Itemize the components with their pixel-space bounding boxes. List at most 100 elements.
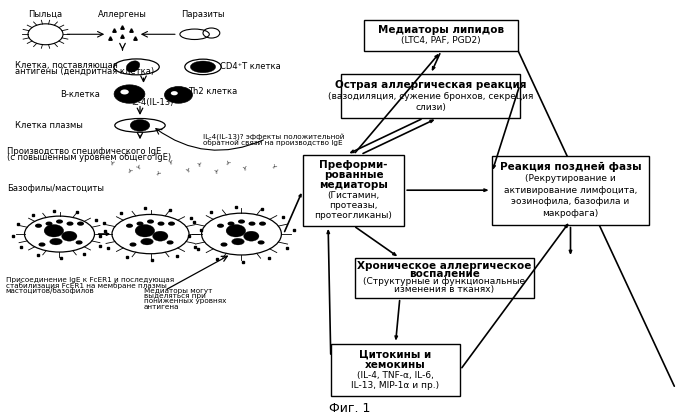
Ellipse shape: [226, 224, 246, 237]
Circle shape: [228, 222, 234, 226]
Circle shape: [238, 219, 245, 224]
Text: Острая аллергическая реакция: Острая аллергическая реакция: [335, 80, 526, 90]
Text: обратной связи на производство IgE: обратной связи на производство IgE: [203, 139, 342, 146]
Text: протеогликаны): протеогликаны): [314, 211, 393, 220]
Text: слизи): слизи): [415, 102, 446, 112]
Text: Хроническое аллергическое: Хроническое аллергическое: [357, 261, 532, 271]
Text: Базофилы/мастоциты: Базофилы/мастоциты: [7, 184, 104, 194]
Text: Y: Y: [270, 164, 276, 171]
Text: Присоединение IgE к FcER1 и последующая: Присоединение IgE к FcER1 и последующая: [6, 277, 174, 283]
Circle shape: [220, 242, 228, 247]
FancyBboxPatch shape: [302, 155, 405, 226]
Text: антигена: антигена: [144, 304, 179, 310]
Circle shape: [126, 224, 133, 228]
Text: стабилизация FcER1 на мембране плазмы: стабилизация FcER1 на мембране плазмы: [6, 282, 167, 289]
Text: (Гистамин,: (Гистамин,: [328, 191, 379, 200]
Text: медиаторы: медиаторы: [319, 180, 388, 190]
Text: Y: Y: [215, 169, 219, 175]
Circle shape: [35, 224, 42, 228]
Text: В-клетка: В-клетка: [61, 89, 100, 99]
Ellipse shape: [44, 224, 64, 237]
Circle shape: [217, 224, 224, 228]
Ellipse shape: [126, 61, 140, 72]
Circle shape: [147, 219, 154, 224]
Text: IL-4(IL-13): IL-4(IL-13): [132, 98, 174, 107]
Circle shape: [259, 222, 266, 226]
Text: Клетка плазмы: Клетка плазмы: [15, 121, 83, 130]
Circle shape: [248, 222, 256, 226]
Circle shape: [136, 222, 144, 226]
Text: (вазодиляция, сужение бронхов, секреция: (вазодиляция, сужение бронхов, секреция: [328, 92, 533, 101]
Text: протеазы,: протеазы,: [329, 201, 378, 210]
Text: Y: Y: [155, 170, 160, 177]
Circle shape: [46, 222, 52, 226]
FancyBboxPatch shape: [330, 344, 461, 396]
Ellipse shape: [153, 231, 168, 241]
FancyBboxPatch shape: [491, 155, 649, 225]
Text: рованные: рованные: [323, 170, 384, 180]
Circle shape: [171, 91, 178, 95]
Text: Y: Y: [197, 163, 202, 168]
Circle shape: [38, 242, 46, 247]
Circle shape: [56, 219, 63, 224]
Text: Y: Y: [169, 160, 174, 166]
Circle shape: [167, 240, 174, 245]
Circle shape: [120, 89, 129, 94]
Ellipse shape: [244, 231, 259, 241]
Text: мастоцитов/базофилов: мастоцитов/базофилов: [6, 288, 94, 294]
Text: Y: Y: [127, 168, 132, 174]
Text: Медиаторы могут: Медиаторы могут: [144, 288, 212, 293]
FancyBboxPatch shape: [356, 258, 533, 298]
Text: CD4⁺T клетка: CD4⁺T клетка: [220, 62, 281, 71]
Text: (LTC4, PAF, PGD2): (LTC4, PAF, PGD2): [401, 36, 481, 45]
Text: Клетка, поставляющая: Клетка, поставляющая: [15, 61, 118, 70]
Circle shape: [130, 120, 150, 131]
Ellipse shape: [62, 231, 77, 241]
Text: выделяться при: выделяться при: [144, 293, 205, 299]
Text: Реакция поздней фазы: Реакция поздней фазы: [500, 162, 641, 172]
Text: воспаление: воспаление: [409, 269, 480, 279]
Circle shape: [164, 87, 193, 103]
Text: Th2 клетка: Th2 клетка: [188, 87, 237, 97]
Circle shape: [66, 222, 74, 226]
Text: Производство специфического IgE: Производство специфического IgE: [7, 147, 161, 156]
Text: пониженных уровнях: пониженных уровнях: [144, 298, 226, 304]
Text: Y: Y: [110, 161, 114, 167]
Text: IL-4(IL-13)? эффекты положительной: IL-4(IL-13)? эффекты положительной: [203, 134, 344, 140]
Text: Y: Y: [137, 164, 143, 171]
Text: Y: Y: [225, 161, 230, 166]
Text: Паразиты: Паразиты: [181, 10, 225, 19]
Ellipse shape: [50, 238, 62, 245]
Text: эозинофила, базофила и: эозинофила, базофила и: [512, 197, 629, 206]
Circle shape: [158, 222, 164, 226]
Ellipse shape: [190, 61, 216, 73]
Circle shape: [114, 85, 145, 103]
Text: Y: Y: [186, 168, 192, 173]
Text: антигены (дендритная клетка): антигены (дендритная клетка): [15, 67, 155, 76]
Text: Преформи-: Преформи-: [319, 160, 388, 170]
Text: (IL-4, TNF-α, IL-6,: (IL-4, TNF-α, IL-6,: [357, 371, 434, 380]
Text: активирование лимфоцита,: активирование лимфоцита,: [504, 186, 637, 195]
Text: макрофага): макрофага): [542, 209, 598, 218]
Text: (Структурные и функциональные: (Структурные и функциональные: [363, 278, 526, 286]
FancyBboxPatch shape: [342, 74, 519, 118]
Circle shape: [76, 240, 83, 245]
Circle shape: [130, 242, 136, 247]
Text: (Рекрутирование и: (Рекрутирование и: [525, 174, 616, 183]
FancyBboxPatch shape: [364, 20, 518, 51]
Text: IL-13, MIP-1α и пр.): IL-13, MIP-1α и пр.): [351, 381, 440, 390]
Text: Пыльца: Пыльца: [29, 10, 62, 19]
Text: хемокины: хемокины: [365, 360, 426, 370]
Circle shape: [258, 240, 265, 245]
Text: (с повышенным уровнем общего IgE): (с повышенным уровнем общего IgE): [7, 153, 171, 162]
Text: Цитокины и: Цитокины и: [359, 349, 432, 359]
Ellipse shape: [135, 224, 155, 237]
Text: изменения в тканях): изменения в тканях): [394, 285, 495, 294]
Text: Фиг. 1: Фиг. 1: [329, 402, 371, 415]
Circle shape: [77, 222, 84, 226]
Text: Y: Y: [242, 166, 248, 172]
Text: Медиаторы липидов: Медиаторы липидов: [378, 25, 504, 35]
Circle shape: [168, 222, 175, 226]
Text: Аллергены: Аллергены: [98, 10, 147, 19]
Ellipse shape: [141, 238, 153, 245]
